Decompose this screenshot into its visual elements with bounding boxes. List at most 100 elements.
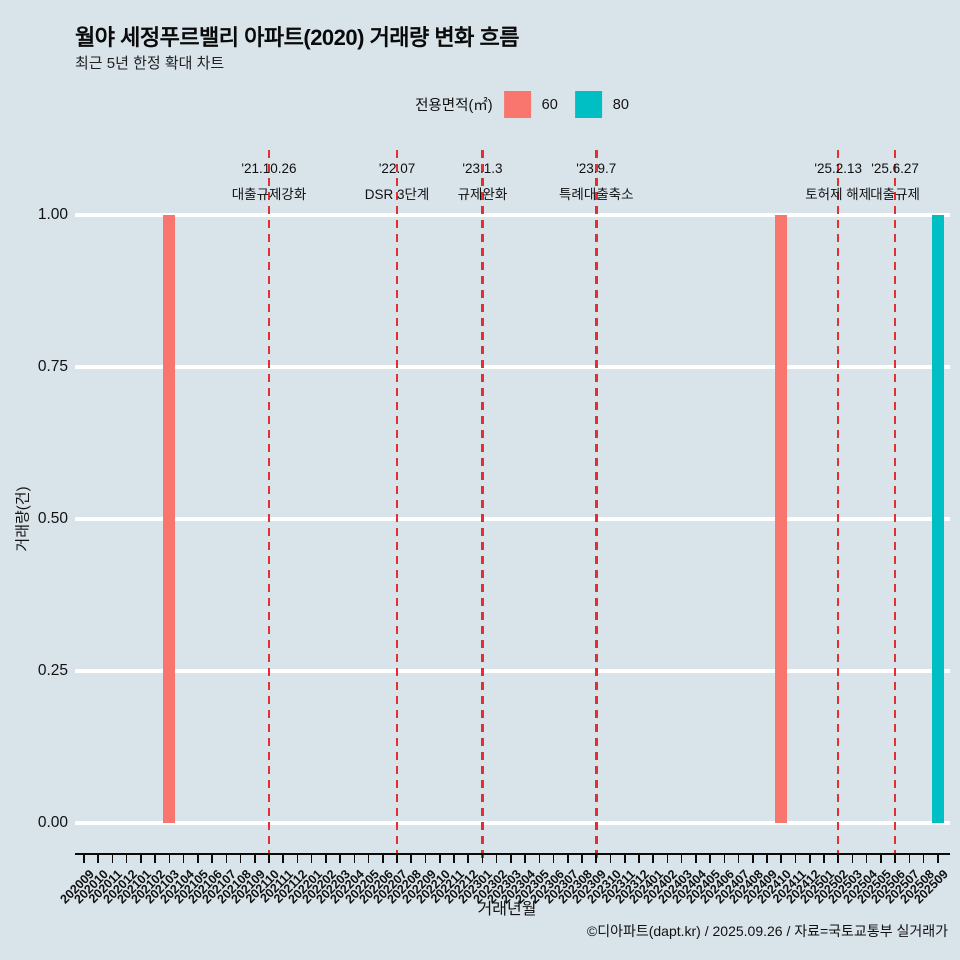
y-tick-label: 0.50 bbox=[37, 510, 68, 527]
x-tick bbox=[638, 855, 640, 863]
x-tick bbox=[367, 855, 370, 863]
x-tick bbox=[723, 855, 726, 863]
x-tick bbox=[581, 855, 583, 863]
x-tick bbox=[780, 855, 783, 863]
x-tick bbox=[481, 855, 484, 863]
event-label: 토허제 해제 bbox=[805, 187, 872, 202]
x-tick bbox=[268, 855, 270, 863]
bar-202509-80 bbox=[931, 215, 944, 823]
x-tick bbox=[552, 855, 555, 863]
x-tick bbox=[438, 855, 441, 863]
event-label: 대출규제강화 bbox=[231, 187, 307, 202]
y-tick-label: 0.75 bbox=[37, 358, 68, 375]
x-tick bbox=[623, 855, 626, 863]
x-axis-line bbox=[75, 853, 950, 855]
x-tick bbox=[851, 855, 854, 863]
x-tick bbox=[823, 855, 825, 863]
event-date: '22.07 bbox=[378, 161, 416, 176]
event-label: 규제완화 bbox=[457, 187, 508, 202]
event-line-202502 bbox=[836, 150, 840, 858]
bar-202103-60 bbox=[163, 215, 176, 823]
x-tick bbox=[396, 855, 398, 863]
legend-swatch-60 bbox=[503, 91, 531, 118]
x-tick bbox=[225, 855, 228, 863]
x-tick bbox=[111, 855, 114, 863]
legend-title: 전용면적(㎡) bbox=[415, 98, 493, 114]
event-date: '25.2.13 bbox=[814, 161, 862, 176]
x-tick bbox=[937, 855, 939, 863]
x-tick bbox=[894, 855, 896, 863]
y-tick-label: 1.00 bbox=[37, 206, 68, 223]
x-tick bbox=[410, 855, 413, 863]
x-tick bbox=[125, 855, 128, 863]
y-gridline bbox=[75, 821, 950, 825]
x-tick bbox=[524, 855, 526, 863]
event-date: '23.9.7 bbox=[576, 161, 617, 176]
x-tick bbox=[567, 855, 569, 863]
y-gridline bbox=[75, 213, 950, 217]
x-tick bbox=[666, 855, 669, 863]
x-tick bbox=[353, 855, 356, 863]
x-tick bbox=[837, 855, 839, 863]
x-tick bbox=[467, 855, 469, 863]
x-tick bbox=[424, 855, 427, 863]
x-tick bbox=[766, 855, 768, 863]
event-date: '23.1.3 bbox=[462, 161, 503, 176]
x-tick bbox=[752, 855, 754, 863]
event-line-202301 bbox=[481, 150, 484, 858]
legend: 전용면적(㎡) 60 80 bbox=[415, 91, 635, 118]
x-tick bbox=[211, 855, 213, 863]
x-tick bbox=[83, 855, 85, 863]
x-tick bbox=[282, 855, 284, 863]
legend-swatch-80 bbox=[574, 91, 602, 118]
x-tick bbox=[510, 855, 512, 863]
x-tick bbox=[922, 855, 925, 863]
x-tick bbox=[296, 855, 299, 863]
x-tick bbox=[495, 855, 498, 863]
event-line-202110 bbox=[267, 150, 271, 858]
x-tick bbox=[339, 855, 341, 863]
event-line-202506 bbox=[893, 150, 897, 858]
x-tick bbox=[239, 855, 242, 863]
event-label: 대출규제 bbox=[870, 187, 920, 202]
x-tick bbox=[680, 855, 683, 863]
x-tick bbox=[97, 855, 100, 863]
x-tick bbox=[325, 855, 327, 863]
y-gridline bbox=[75, 365, 950, 369]
legend-label-60: 60 bbox=[541, 96, 558, 113]
event-label: DSR 3단계 bbox=[364, 187, 430, 202]
y-tick-label: 0.25 bbox=[37, 662, 68, 679]
x-tick bbox=[168, 855, 171, 863]
legend-label-80: 80 bbox=[612, 96, 629, 113]
x-tick bbox=[695, 855, 697, 863]
x-tick bbox=[453, 855, 455, 863]
x-tick bbox=[808, 855, 811, 863]
x-tick bbox=[538, 855, 541, 863]
x-tick bbox=[609, 855, 612, 863]
footer-credit: ©디아파트(dapt.kr) / 2025.09.26 / 자료=국토교통부 실… bbox=[586, 923, 948, 939]
x-tick bbox=[880, 855, 882, 863]
bar-202410-60 bbox=[775, 215, 788, 823]
x-tick bbox=[908, 855, 911, 863]
chart-subtitle: 최근 5년 한정 확대 차트 bbox=[75, 55, 225, 72]
x-tick bbox=[595, 855, 598, 863]
event-label: 특례대출축소 bbox=[559, 187, 634, 202]
y-tick-label: 0.00 bbox=[37, 814, 68, 831]
x-tick bbox=[865, 855, 868, 863]
y-gridline bbox=[75, 669, 950, 673]
x-tick bbox=[154, 855, 156, 863]
y-gridline bbox=[75, 517, 950, 521]
event-date: '21.10.26 bbox=[241, 161, 297, 176]
x-tick bbox=[709, 855, 711, 863]
x-tick bbox=[310, 855, 313, 863]
x-tick bbox=[182, 855, 185, 863]
x-tick bbox=[197, 855, 199, 863]
event-line-202207 bbox=[395, 150, 399, 858]
x-tick bbox=[794, 855, 797, 863]
chart-title: 월야 세정푸르밸리 아파트(2020) 거래량 변화 흐름 bbox=[75, 25, 519, 50]
x-tick bbox=[652, 855, 654, 863]
x-axis-title: 거래년월 bbox=[477, 901, 537, 918]
x-tick bbox=[253, 855, 256, 863]
event-date: '25.6.27 bbox=[871, 161, 919, 176]
